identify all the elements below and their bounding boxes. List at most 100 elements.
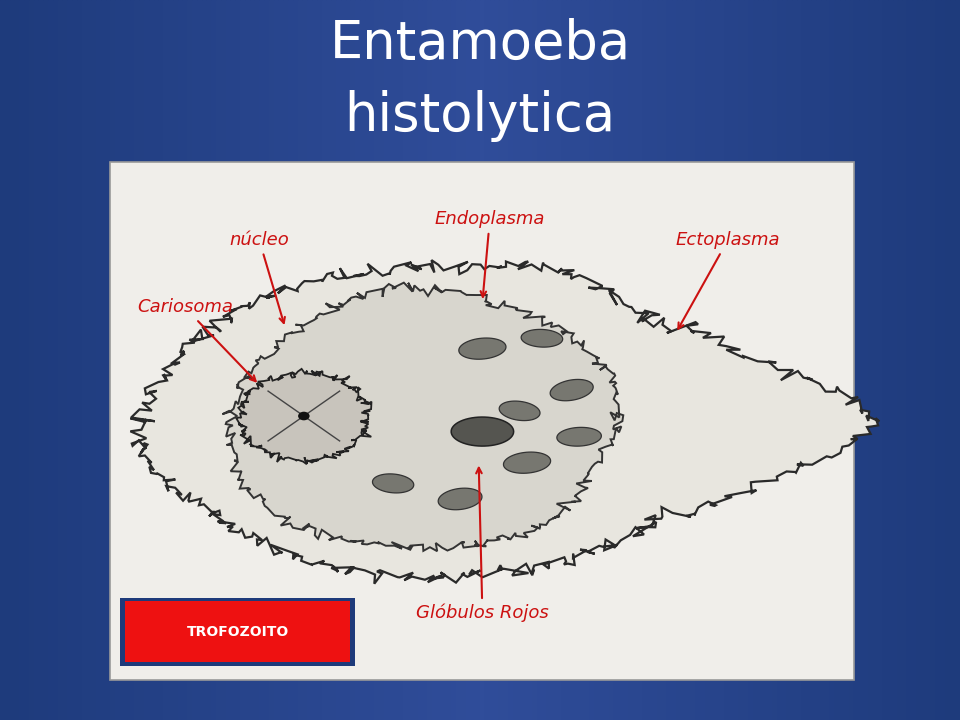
Bar: [202, 0, 206, 720]
Text: núcleo: núcleo: [229, 231, 289, 323]
Bar: [418, 0, 422, 720]
Bar: [240, 0, 245, 720]
Bar: [360, 0, 365, 720]
Bar: [874, 0, 878, 720]
Bar: [480, 0, 485, 720]
Polygon shape: [451, 417, 514, 446]
Polygon shape: [521, 329, 563, 347]
Bar: [144, 0, 149, 720]
Bar: [461, 0, 466, 720]
Bar: [298, 0, 302, 720]
Bar: [787, 0, 792, 720]
Bar: [638, 0, 643, 720]
Text: Glóbulos Rojos: Glóbulos Rojos: [416, 468, 549, 622]
Bar: [211, 0, 216, 720]
Bar: [24, 0, 29, 720]
Bar: [53, 0, 58, 720]
Bar: [10, 0, 14, 720]
Polygon shape: [550, 379, 593, 401]
Bar: [701, 0, 706, 720]
Bar: [288, 0, 293, 720]
Bar: [528, 0, 533, 720]
Bar: [48, 0, 53, 720]
Bar: [634, 0, 638, 720]
Bar: [926, 0, 931, 720]
Bar: [811, 0, 816, 720]
Bar: [302, 0, 307, 720]
Bar: [600, 0, 605, 720]
Bar: [235, 0, 240, 720]
Bar: [917, 0, 922, 720]
Bar: [566, 0, 571, 720]
Bar: [754, 0, 758, 720]
Bar: [197, 0, 202, 720]
Bar: [394, 0, 398, 720]
Bar: [542, 0, 547, 720]
Bar: [427, 0, 432, 720]
Bar: [802, 0, 806, 720]
Bar: [182, 0, 187, 720]
Text: Endoplasma: Endoplasma: [435, 210, 545, 297]
Bar: [67, 0, 72, 720]
FancyBboxPatch shape: [110, 162, 854, 680]
Bar: [264, 0, 269, 720]
Bar: [941, 0, 946, 720]
Polygon shape: [557, 428, 601, 446]
Polygon shape: [372, 474, 414, 493]
Bar: [552, 0, 557, 720]
Bar: [370, 0, 374, 720]
Bar: [374, 0, 379, 720]
Text: Ectoplasma: Ectoplasma: [676, 231, 780, 328]
Bar: [792, 0, 797, 720]
Bar: [432, 0, 437, 720]
Bar: [509, 0, 514, 720]
Bar: [710, 0, 715, 720]
Bar: [19, 0, 24, 720]
Bar: [562, 0, 566, 720]
Bar: [101, 0, 106, 720]
Bar: [730, 0, 734, 720]
Polygon shape: [438, 488, 482, 510]
Bar: [154, 0, 158, 720]
Bar: [955, 0, 960, 720]
Polygon shape: [499, 401, 540, 420]
Bar: [648, 0, 653, 720]
Bar: [110, 0, 115, 720]
Bar: [365, 0, 370, 720]
Bar: [437, 0, 442, 720]
Bar: [624, 0, 629, 720]
Bar: [734, 0, 739, 720]
Bar: [806, 0, 811, 720]
Bar: [446, 0, 451, 720]
Bar: [389, 0, 394, 720]
Bar: [744, 0, 749, 720]
Bar: [312, 0, 317, 720]
Bar: [821, 0, 826, 720]
Bar: [850, 0, 854, 720]
Bar: [226, 0, 230, 720]
Bar: [576, 0, 581, 720]
Bar: [413, 0, 418, 720]
Bar: [250, 0, 254, 720]
Bar: [96, 0, 101, 720]
Bar: [691, 0, 696, 720]
Bar: [499, 0, 504, 720]
Polygon shape: [236, 369, 372, 464]
Bar: [269, 0, 274, 720]
Bar: [720, 0, 725, 720]
Bar: [5, 0, 10, 720]
Bar: [34, 0, 38, 720]
Bar: [898, 0, 902, 720]
Bar: [682, 0, 686, 720]
Bar: [826, 0, 830, 720]
Bar: [581, 0, 586, 720]
Bar: [163, 0, 168, 720]
Bar: [173, 0, 178, 720]
Bar: [0, 0, 5, 720]
Bar: [346, 0, 350, 720]
Bar: [91, 0, 96, 720]
Bar: [259, 0, 264, 720]
Bar: [830, 0, 835, 720]
Bar: [379, 0, 384, 720]
Bar: [614, 0, 619, 720]
